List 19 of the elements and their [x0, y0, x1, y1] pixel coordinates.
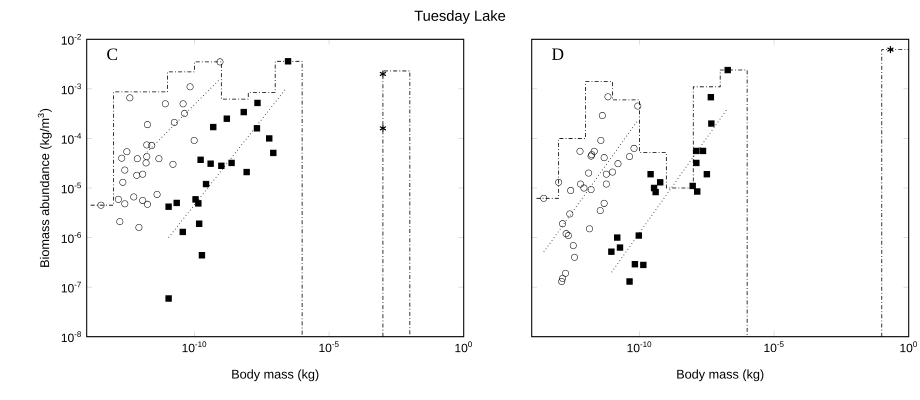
x-axis-title: Body mass (kg)	[677, 369, 764, 382]
y-axis-title: Biomass abundance (kg/m$^{3}$)	[38, 108, 52, 267]
y-tick-label: 10$^{-6}$	[62, 232, 81, 243]
y-tick-label: 10$^{-7}$	[62, 282, 81, 293]
x-tick-label: 10$^{-5}$	[764, 341, 784, 352]
y-tick-label: 10$^{-2}$	[62, 34, 81, 45]
x-tick-label: 10$^{-10}$	[628, 341, 652, 352]
y-tick-label: 10$^{-5}$	[62, 182, 81, 194]
y-tick-label: 10$^{-8}$	[62, 331, 81, 342]
x-tick-label: 10$^{0}$	[900, 341, 917, 352]
chart-title: Tuesday Lake	[414, 10, 506, 24]
x-tick-label: 10$^{0}$	[455, 341, 472, 352]
x-axis-title: Body mass (kg)	[232, 369, 318, 382]
x-tick-label: 10$^{-10}$	[182, 341, 206, 352]
x-tick-label: 10$^{-5}$	[319, 341, 339, 352]
annotation: C	[107, 48, 118, 60]
y-tick-label: 10$^{-3}$	[62, 83, 81, 94]
annotation: D	[552, 48, 564, 60]
y-tick-label: 10$^{-4}$	[62, 133, 82, 144]
